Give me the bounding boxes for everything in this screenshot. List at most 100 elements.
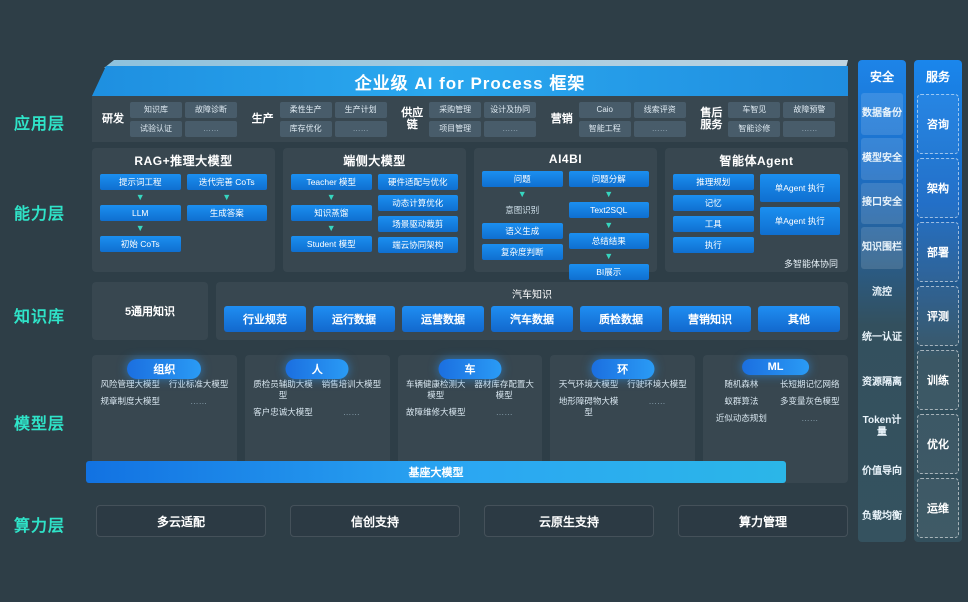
compute-chip[interactable]: 信创支持 (290, 505, 460, 537)
model-item[interactable]: 规章制度大模型 (100, 396, 160, 406)
model-item[interactable]: 客户忠诚大模型 (253, 407, 313, 417)
knowledge-chip[interactable]: 运行数据 (313, 306, 395, 332)
service-item[interactable]: 评测 (917, 286, 959, 346)
knowledge-chip[interactable]: 质检数据 (580, 306, 662, 332)
compute-chip[interactable]: 多云适配 (96, 505, 266, 537)
app-chip[interactable]: 知识库 (130, 101, 182, 118)
capability-node[interactable]: 工具 (673, 216, 754, 232)
model-item[interactable]: 风险管理大模型 (100, 379, 160, 389)
app-chip[interactable]: 线索评资 (633, 101, 686, 118)
app-group-production[interactable]: 生产 柔性生产 库存优化 生产计划 …… (246, 99, 396, 139)
model-item[interactable]: 随机森林 (724, 379, 759, 389)
app-chip[interactable]: 柔性生产 (279, 101, 332, 118)
capability-node[interactable]: 知识蒸馏 (291, 205, 372, 221)
capability-node[interactable]: 执行 (673, 237, 754, 253)
app-chip[interactable]: 故障预警 (783, 101, 836, 118)
service-item[interactable]: 咨询 (917, 94, 959, 154)
app-group-after-sales[interactable]: 售后服务 车智见 智能诊修 故障预警 …… (694, 99, 844, 139)
capability-card-ai4bi[interactable]: AI4BI 问题 ▼ 意图识别 语义生成 复杂度判断 问题分解 ▼ Text2S… (474, 148, 657, 280)
model-item[interactable]: 器材库存配置大模型 (474, 379, 534, 400)
capability-node[interactable]: 复杂度判断 (482, 244, 563, 260)
capability-node[interactable]: 初始 CoTs (100, 236, 181, 252)
model-item[interactable]: 行驶环境大模型 (627, 379, 687, 389)
knowledge-chip[interactable]: 其他 (758, 306, 840, 332)
model-item[interactable]: 行业标准大模型 (168, 379, 229, 389)
capability-node[interactable]: 单Agent 执行 (759, 174, 840, 202)
app-chip[interactable]: 生产计划 (334, 101, 387, 118)
service-item[interactable]: 运维 (917, 478, 959, 538)
capability-node[interactable]: 生成答案 (186, 205, 267, 221)
service-item[interactable]: 训练 (917, 350, 959, 410)
security-item[interactable]: 数据备份 (861, 93, 903, 135)
capability-node[interactable]: 硬件适配与优化 (377, 174, 458, 190)
knowledge-chip[interactable]: 行业规范 (224, 306, 306, 332)
app-chip[interactable]: 智能工程 (578, 120, 631, 137)
capability-node[interactable]: 语义生成 (482, 223, 563, 239)
app-group-rd[interactable]: 研发 知识库 试验认证 故障诊断 …… (96, 99, 246, 139)
capability-node[interactable]: 端云协同架构 (377, 237, 458, 253)
model-item[interactable]: 车辆健康检测大模型 (406, 379, 466, 400)
security-item[interactable]: Token计量 (862, 415, 902, 439)
service-item[interactable]: 架构 (917, 158, 959, 218)
capability-node[interactable]: BI展示 (568, 264, 649, 280)
capability-card-rag[interactable]: RAG+推理大模型 提示词工程 ▼ LLM ▼ 初始 CoTs 迭代完善 CoT… (92, 148, 275, 272)
capability-node[interactable]: 推理规划 (673, 174, 754, 190)
app-chip[interactable]: 故障诊断 (185, 101, 237, 118)
security-item[interactable]: 接口安全 (861, 182, 903, 225)
app-chip[interactable]: 智能诊修 (728, 120, 781, 137)
capability-node[interactable]: 记忆 (673, 195, 754, 211)
capability-node[interactable]: 单Agent 执行 (759, 207, 840, 235)
security-item[interactable]: 价值导向 (862, 466, 902, 478)
knowledge-chip[interactable]: 运营数据 (402, 306, 484, 332)
app-chip[interactable]: 项目管理 (429, 120, 482, 137)
knowledge-general-card[interactable]: 5通用知识 (92, 282, 208, 340)
capability-node[interactable]: Student 模型 (291, 236, 372, 252)
security-item[interactable]: 知识围栏 (861, 227, 903, 270)
model-item[interactable]: 长短期记忆网络 (780, 379, 840, 389)
model-item[interactable]: 天气环境大模型 (558, 379, 619, 389)
knowledge-chip[interactable]: 营销知识 (669, 306, 751, 332)
knowledge-chip[interactable]: 汽车数据 (491, 306, 573, 332)
app-chip[interactable]: 车智见 (728, 101, 781, 118)
model-item[interactable]: 近似动态规划 (715, 413, 767, 423)
capability-node[interactable]: 场景驱动裁剪 (377, 216, 458, 232)
app-chip[interactable]: Caio (578, 101, 631, 118)
model-item[interactable]: 故障维修大模型 (406, 407, 466, 417)
security-item[interactable]: 负载均衡 (862, 511, 902, 523)
app-group-supply-chain[interactable]: 供应链 采购管理 项目管理 设计及协同 …… (395, 99, 545, 139)
capability-node[interactable]: 问题分解 (568, 171, 649, 187)
app-group-marketing[interactable]: 营销 Caio 智能工程 线索评资 …… (545, 99, 695, 139)
app-chip[interactable]: 库存优化 (279, 120, 332, 137)
capability-node[interactable]: 意图识别 (505, 205, 540, 215)
security-item[interactable]: 统一认证 (862, 331, 902, 343)
security-item[interactable]: 模型安全 (861, 137, 903, 180)
capability-node[interactable]: LLM (100, 205, 181, 221)
app-chip[interactable]: 采购管理 (429, 101, 482, 118)
service-item[interactable]: 部署 (917, 222, 959, 282)
capability-node[interactable]: Teacher 模型 (291, 174, 372, 190)
capability-node[interactable]: 迭代完善 CoTs (186, 174, 267, 190)
knowledge-auto-title: 汽车知识 (512, 290, 552, 301)
service-item[interactable]: 优化 (917, 414, 959, 474)
security-item[interactable]: 流控 (872, 287, 892, 299)
capability-card-agent[interactable]: 智能体Agent 推理规划 记忆 工具 执行 单Agent 执行 单Agent … (665, 148, 848, 272)
model-item[interactable]: 地形障碍物大模型 (558, 396, 619, 417)
capability-node[interactable]: 问题 (482, 171, 563, 187)
app-group-name: 供应链 (401, 107, 424, 131)
model-item[interactable]: 蚁群算法 (724, 396, 759, 406)
capability-node[interactable]: 总结结果 (568, 233, 649, 249)
compute-chip[interactable]: 云原生支持 (484, 505, 654, 537)
compute-chip[interactable]: 算力管理 (678, 505, 848, 537)
capability-node[interactable]: Text2SQL (568, 202, 649, 218)
capability-node[interactable]: 动态计算优化 (377, 195, 458, 211)
security-item[interactable]: 资源隔离 (862, 376, 902, 388)
model-item[interactable]: 质检员辅助大模型 (253, 379, 313, 400)
base-model-bar[interactable]: 基座大模型 (86, 461, 786, 483)
capability-card-edge[interactable]: 端侧大模型 Teacher 模型 ▼ 知识蒸馏 ▼ Student 模型 硬件适… (283, 148, 466, 272)
app-chip[interactable]: 试验认证 (130, 120, 182, 137)
model-item[interactable]: 销售培训大模型 (321, 379, 382, 389)
layer-label-knowledge: 知识库 (14, 309, 66, 326)
app-chip[interactable]: 设计及协同 (484, 101, 537, 118)
capability-node[interactable]: 提示词工程 (100, 174, 181, 190)
model-item[interactable]: 多变量灰色模型 (780, 396, 840, 406)
